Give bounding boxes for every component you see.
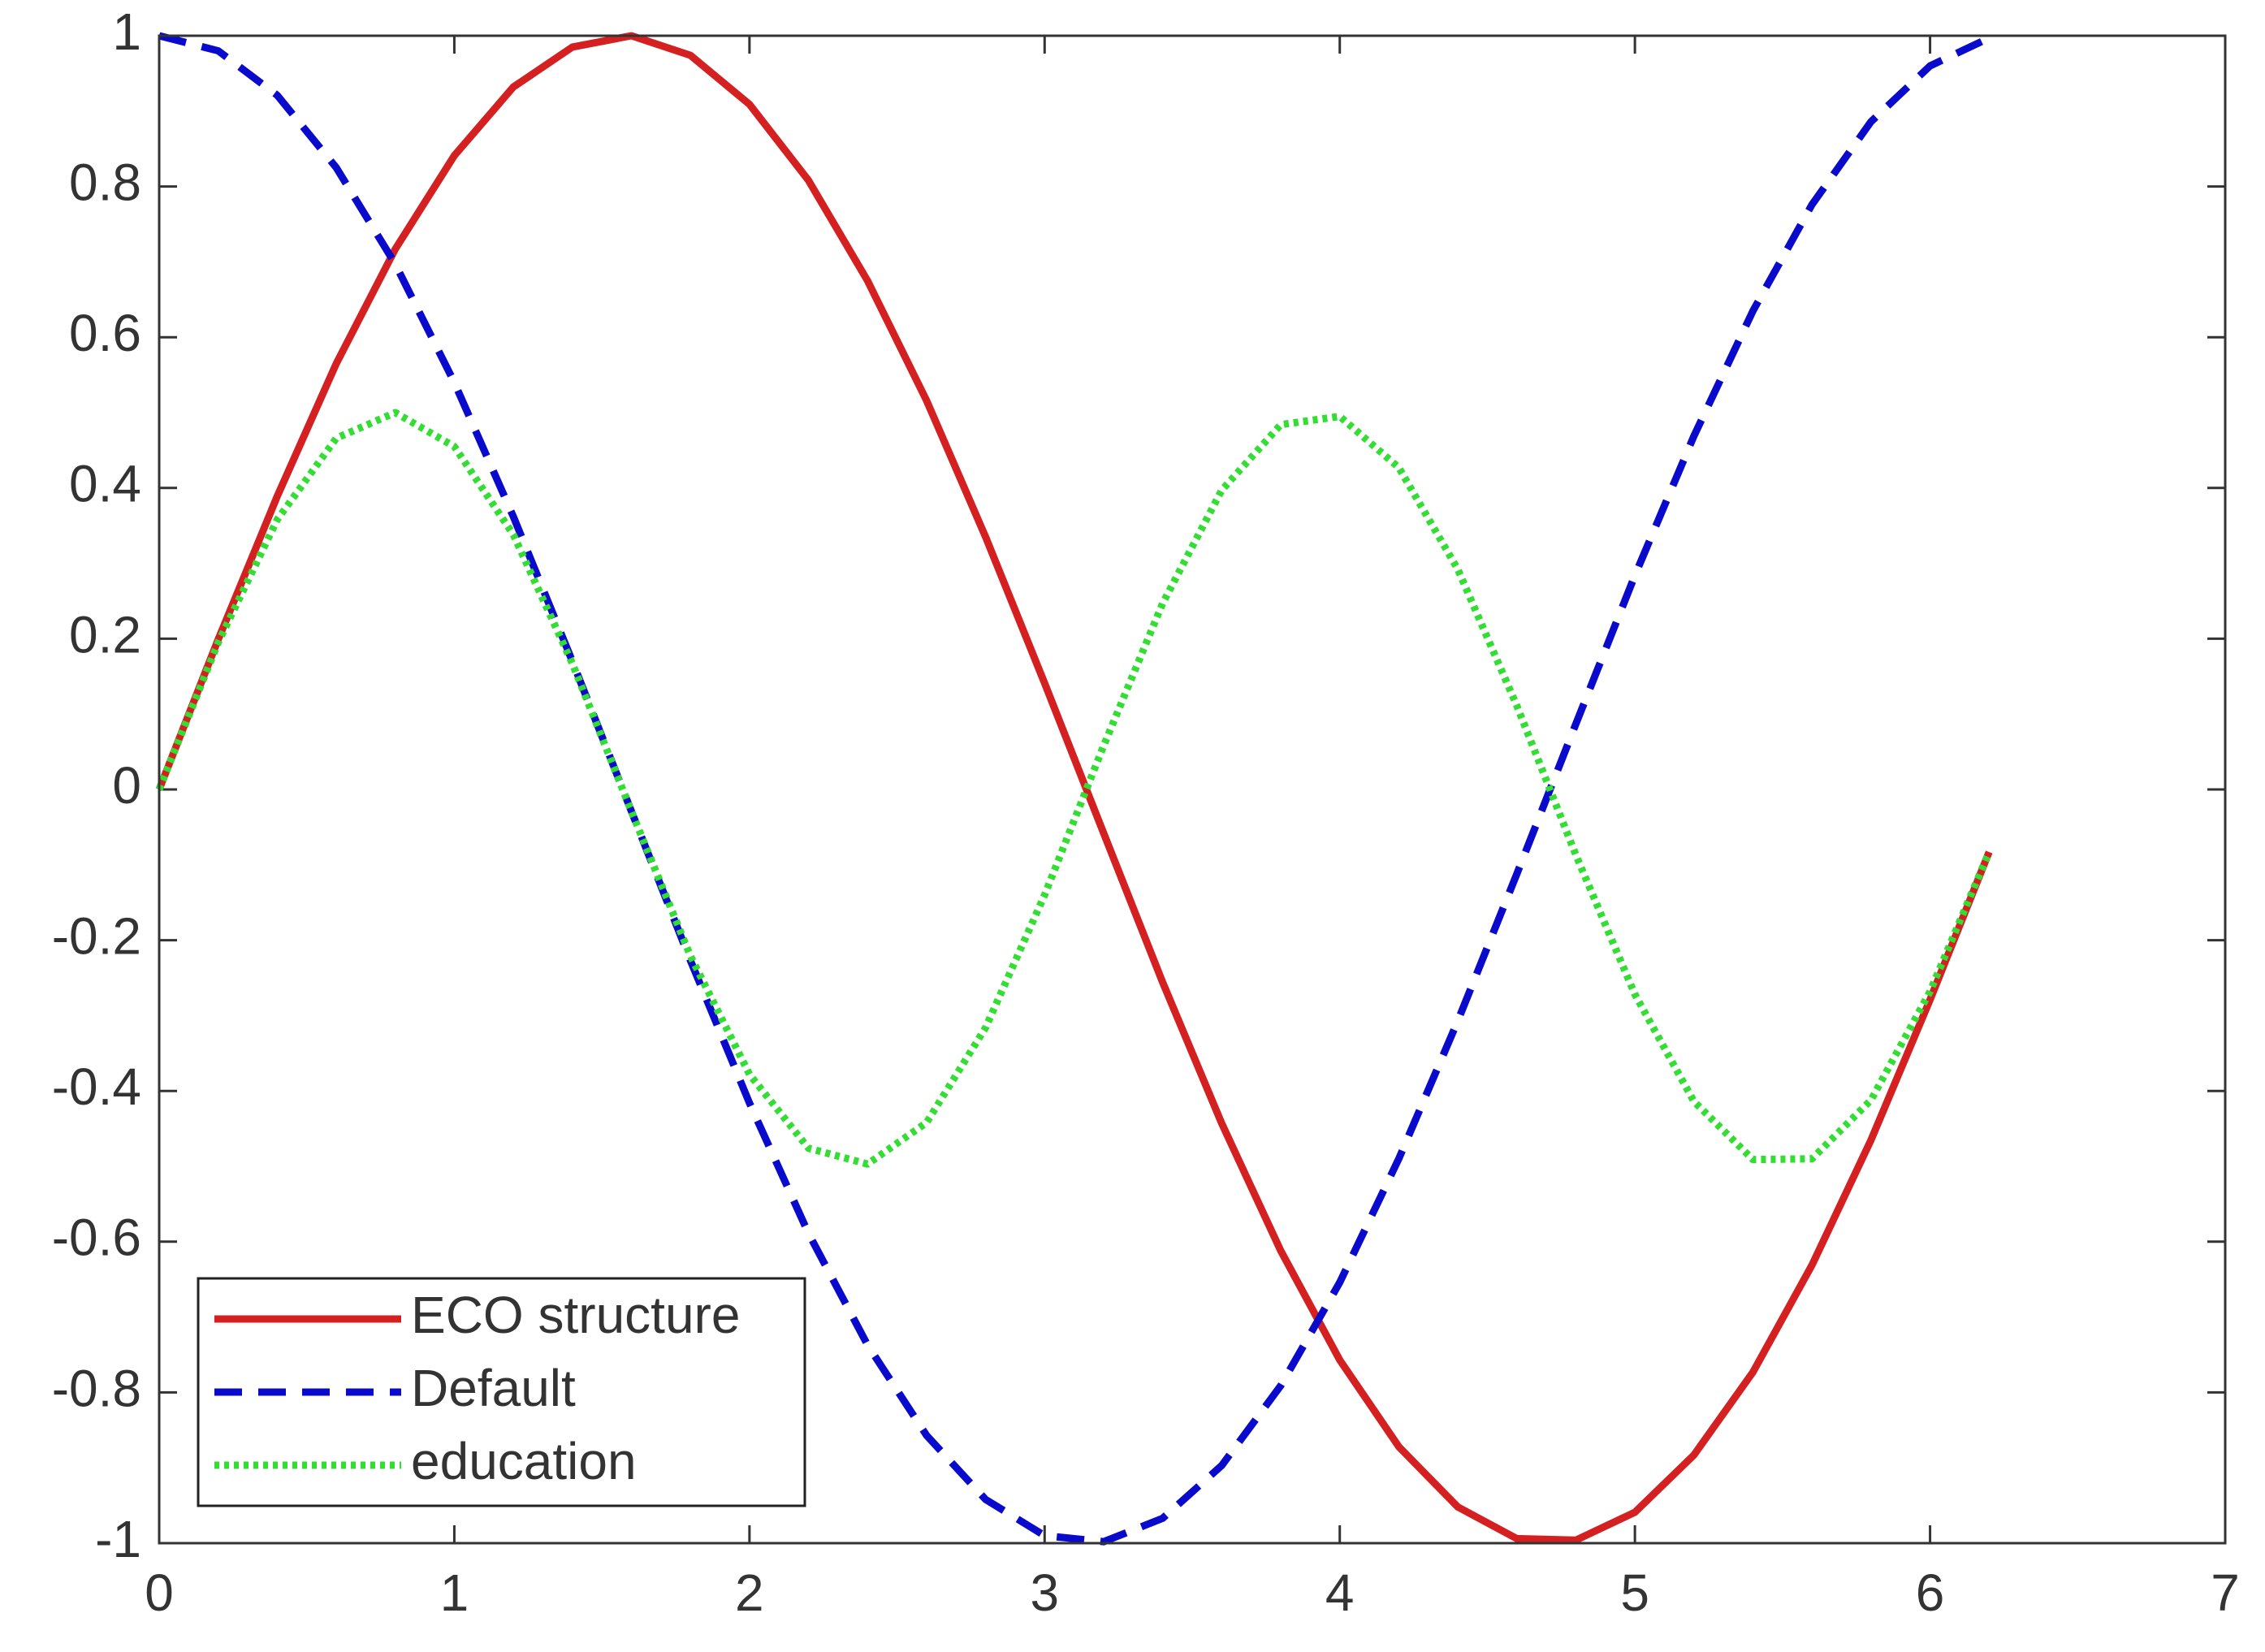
x-tick-label: 3: [1030, 1563, 1059, 1622]
x-tick-label: 2: [735, 1563, 764, 1622]
x-tick-label: 1: [440, 1563, 469, 1622]
x-tick-label: 0: [145, 1563, 174, 1622]
y-tick-label: -0.6: [52, 1209, 141, 1267]
y-tick-label: 1: [112, 2, 141, 61]
x-tick-label: 7: [2211, 1563, 2240, 1622]
legend-label: ECO structure: [411, 1286, 740, 1344]
x-tick-label: 6: [1916, 1563, 1945, 1622]
y-tick-label: -1: [95, 1510, 141, 1568]
legend: ECO structure Default education: [197, 1277, 806, 1507]
legend-label: Default: [411, 1359, 576, 1417]
x-tick-label: 5: [1620, 1563, 1649, 1622]
y-tick-label: 0.8: [69, 154, 141, 212]
y-tick-label: -0.8: [52, 1359, 141, 1417]
legend-label: education: [411, 1432, 637, 1490]
y-tick-label: 0.6: [69, 304, 141, 362]
line-series: [155, 32, 1993, 1544]
axes-box: [158, 34, 2227, 1545]
line-series: [158, 32, 1991, 1546]
y-tick-label: 0.4: [69, 455, 141, 513]
y-tick-label: -0.4: [52, 1057, 141, 1116]
line-series: [155, 409, 1993, 1168]
y-tick-label: -0.2: [52, 907, 141, 966]
x-tick-label: 4: [1325, 1563, 1355, 1622]
y-tick-label: 0.2: [69, 605, 141, 664]
y-tick-label: 0: [112, 756, 141, 815]
